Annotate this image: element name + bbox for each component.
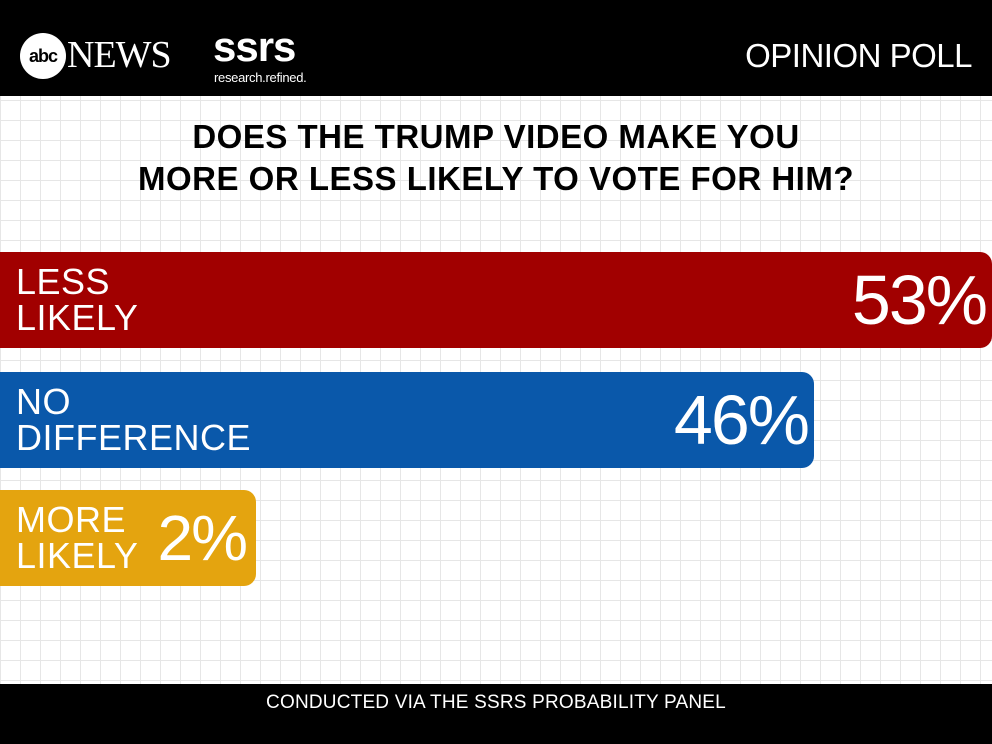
chart-title: DOES THE TRUMP VIDEO MAKE YOU MORE OR LE… (0, 116, 992, 200)
bar-label-line: LIKELY (16, 535, 139, 576)
bar-2: MORE LIKELY 2% (0, 490, 256, 586)
footer-note: CONDUCTED VIA THE SSRS PROBABILITY PANEL (266, 692, 726, 713)
footer-bar: CONDUCTED VIA THE SSRS PROBABILITY PANEL (0, 684, 992, 744)
bar-label: LESS LIKELY (16, 264, 138, 336)
bar-label: NO DIFFERENCE (16, 384, 251, 456)
bar-0: LESS LIKELY 53% (0, 252, 992, 348)
header-bar: abc NEWS ssrs research.refined. OPINION … (0, 0, 992, 96)
bar-value-label: 53% (851, 261, 988, 339)
chart-title-line-2: MORE OR LESS LIKELY TO VOTE FOR HIM? (138, 160, 854, 197)
ssrs-tagline: research.refined. (214, 70, 307, 85)
bar-label-line: DIFFERENCE (16, 417, 252, 458)
opinion-poll-badge: OPINION POLL (745, 37, 972, 74)
bar-label-line: NO (16, 381, 71, 422)
bar-label-line: LIKELY (16, 297, 139, 338)
bar-label: MORE LIKELY (16, 502, 138, 574)
bar-value-label: 46% (673, 381, 810, 459)
bar-value-label: 2% (157, 502, 248, 574)
news-wordmark: NEWS (67, 34, 172, 76)
bar-label-line: MORE (16, 499, 126, 540)
bar-label-line: LESS (16, 261, 111, 302)
chart-title-line-1: DOES THE TRUMP VIDEO MAKE YOU (192, 118, 800, 155)
abc-logo: abc (20, 33, 66, 79)
bar-1: NO DIFFERENCE 46% (0, 372, 814, 468)
ssrs-logo: ssrs (213, 23, 296, 70)
